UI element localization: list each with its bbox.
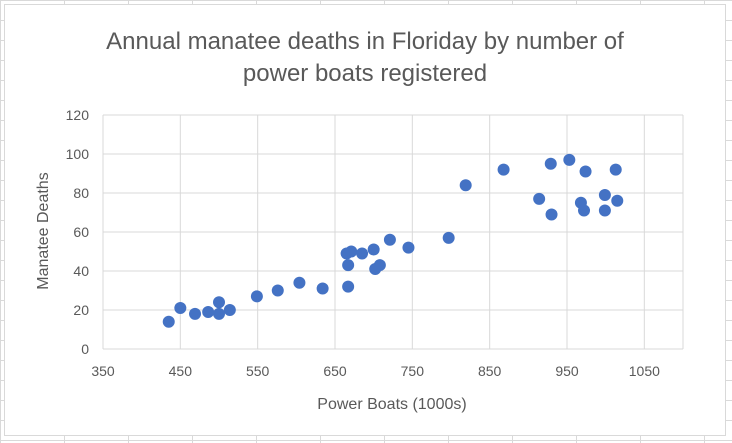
y-tick-label: 0 [81, 341, 89, 357]
data-point [271, 284, 284, 297]
data-point [213, 296, 225, 309]
data-point [223, 304, 236, 316]
x-tick-label: 850 [478, 363, 502, 379]
x-tick-label: 350 [91, 363, 115, 379]
data-point [545, 208, 558, 221]
y-tick-label: 80 [73, 185, 89, 201]
y-tick-label: 100 [66, 146, 90, 162]
x-tick-label: 750 [401, 363, 425, 379]
y-tick-label: 20 [73, 302, 89, 318]
gridlines [102, 114, 684, 350]
data-point [316, 282, 329, 295]
x-axis-label: Power Boats (1000s) [317, 396, 466, 413]
data-point [345, 245, 358, 258]
y-tick-label: 120 [66, 107, 90, 123]
x-tick-label: 950 [555, 363, 579, 379]
chart-title-line-1: Annual manatee deaths in Floriday by num… [106, 28, 624, 55]
data-point [579, 165, 592, 178]
data-point [383, 233, 396, 246]
x-tick-label: 550 [246, 363, 270, 379]
data-point [293, 276, 306, 289]
data-point [402, 241, 415, 254]
y-tick-label: 60 [73, 224, 89, 240]
data-point [367, 243, 380, 256]
y-axis-ticks: 0 20 40 60 80 100 120 [66, 107, 90, 357]
data-point [189, 307, 202, 320]
chart-title-line-2: power boats registered [243, 60, 487, 87]
x-tick-label: 450 [169, 363, 193, 379]
data-point [373, 259, 386, 272]
data-point [342, 280, 355, 293]
data-point [609, 163, 622, 176]
x-tick-label: 650 [323, 363, 347, 379]
data-point [459, 179, 472, 192]
data-point [598, 204, 611, 217]
data-point [213, 307, 225, 320]
data-point [174, 302, 187, 315]
x-tick-label: 1050 [629, 363, 660, 379]
data-point [544, 157, 557, 170]
data-point [442, 231, 455, 244]
data-point [356, 247, 369, 260]
y-tick-label: 40 [73, 263, 89, 279]
data-point [250, 290, 263, 303]
data-point [533, 192, 546, 205]
data-point [497, 163, 510, 176]
chart-area[interactable] [4, 4, 726, 436]
data-point [598, 188, 611, 201]
data-point [342, 259, 355, 272]
data-points [162, 153, 624, 328]
data-point [578, 204, 591, 217]
data-point [611, 194, 624, 207]
x-axis-ticks: 350 450 550 650 750 850 950 1050 [91, 363, 660, 379]
y-axis-label: Manatee Deaths [35, 172, 52, 289]
data-point [162, 315, 175, 328]
data-point [563, 153, 576, 166]
data-point [202, 305, 215, 318]
